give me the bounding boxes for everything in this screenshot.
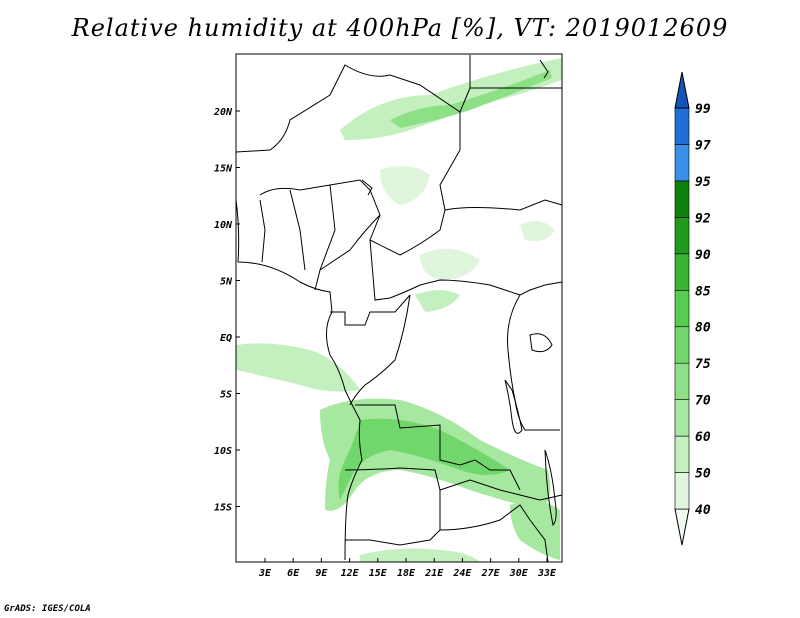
humidity-patch-south-edge [360,548,480,562]
colorbar-swatch [674,107,690,145]
map-frame [235,53,563,563]
latitude-axis: 20N 15N 10N 5N EQ 5S 10S 15S [213,107,240,514]
colorbar-label: 97 [695,138,711,153]
humidity-patch-central [420,248,480,280]
colorbar-high-extension [674,71,690,109]
humidity-band-south-core [338,418,510,500]
lon-tick-label: 27E [481,568,501,579]
border-segment [439,479,563,501]
border-segment [369,239,563,301]
colorbar-swatch [674,435,690,473]
border-segment [349,294,411,406]
lat-tick-label: 5N [220,277,233,288]
colorbar-label: 40 [695,503,711,518]
colorbar-swatch [674,289,690,328]
colorbar-swatch [674,253,690,291]
colorbar-label: 60 [695,430,711,445]
lon-tick-label: 15E [369,568,388,579]
colorbar-label: 70 [695,394,711,409]
colorbar-swatch [674,180,690,218]
border-segment [259,199,266,263]
colorbar-label: 90 [695,248,711,263]
lake-outline [544,449,557,527]
colorbar-swatch [674,472,690,510]
lon-tick-label: 12E [341,568,360,579]
border-segment [439,112,563,211]
colorbar-swatch [674,217,690,255]
colorbar-swatch [674,144,690,182]
border-segment [330,294,411,326]
coastlines-and-borders [235,55,563,563]
lon-tick-label: 33E [537,568,557,579]
lake-outline [539,59,549,79]
footer-credit: GrADS: IGES/COLA [4,604,91,614]
border-segment [289,189,306,271]
colorbar-label: 85 [695,284,711,299]
colorbar-swatch [674,326,690,364]
lon-tick-label: 3E [258,568,272,579]
colorbar-swatch [674,399,690,437]
lat-tick-label: 20N [213,107,233,118]
colorbar-swatch [674,362,690,400]
humidity-patch-east [520,221,555,242]
humidity-band-north-core [390,70,552,128]
lon-tick-label: 18E [397,568,416,579]
humidity-patch-ne-congo [415,290,460,312]
humidity-shading [236,58,562,562]
lat-tick-label: 15N [214,164,233,175]
colorbar-label: 80 [695,321,711,336]
colorbar-label: 75 [695,357,711,372]
border-segment [235,55,471,153]
border-segment [259,179,446,256]
lake-outline [361,179,373,196]
lat-tick-label: EQ [220,333,232,344]
lon-tick-label: 24E [452,568,472,579]
humidity-patch-gulf [236,343,360,392]
border-segment [319,184,336,271]
border-segment [344,467,441,546]
border-segment [355,404,521,491]
lake-outline [504,379,523,434]
lat-tick-label: 10N [214,220,233,231]
lon-tick-label: 21E [424,568,444,579]
colorbar-low-extension [674,508,690,546]
lon-tick-label: 6E [287,568,300,579]
lon-tick-label: 9E [315,568,328,579]
lat-tick-label: 5S [220,390,232,401]
map-title: Relative humidity at 400hPa [%], VT: 201… [71,14,729,42]
humidity-patch-southeast [510,501,560,560]
colorbar-label: 99 [695,102,711,117]
lat-tick-label: 10S [214,446,232,457]
longitude-axis: 3E 6E 9E 12E 15E 18E 21E 24E 27E 30E 33E [258,558,557,579]
colorbar-label: 50 [695,467,711,482]
lake-outline [529,333,553,353]
humidity-band-north [340,58,562,140]
lat-tick-label: 15S [214,503,232,514]
humidity-patch-sahara [380,166,430,205]
colorbar-label: 92 [695,211,711,226]
colorbar-label: 95 [695,175,711,190]
colorbar: 40 50 60 70 75 80 85 90 92 95 97 99 [674,71,711,546]
border-segment [439,504,549,563]
border-segment [314,214,381,291]
lon-tick-label: 30E [509,568,529,579]
border-segment [507,294,560,431]
coastline-west-africa [235,152,363,561]
